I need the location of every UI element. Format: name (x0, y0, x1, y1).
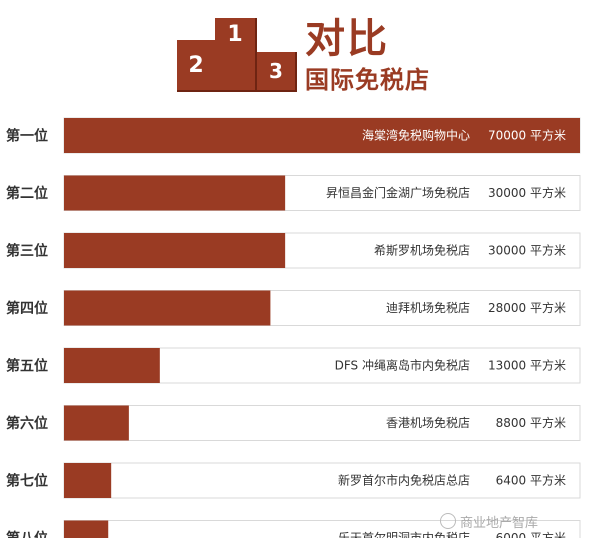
rank-label: 第八位 (6, 530, 48, 538)
bar (64, 405, 129, 441)
rank-label: 第五位 (6, 358, 48, 375)
value-label: 70000 平方米 (488, 128, 566, 143)
bar (64, 348, 160, 383)
rank-label: 第七位 (6, 473, 48, 490)
bar-row: 第三位 30000 平方米 希斯罗机场免税店 (6, 232, 581, 269)
bar (64, 463, 112, 498)
store-name-label: 希斯罗机场免税店 (374, 243, 470, 258)
bar-row: 第六位 8800 平方米 香港机场免税店 (6, 405, 581, 441)
podium-block-1: 1 (215, 18, 257, 92)
bar (64, 520, 109, 538)
bar (64, 290, 271, 326)
store-name-label: 海棠湾免税购物中心 (362, 128, 470, 143)
wechat-icon (440, 513, 456, 529)
rank-label: 第一位 (6, 128, 48, 145)
value-label: 8800 平方米 (496, 415, 566, 430)
store-name-label: DFS 冲绳离岛市内免税店 (335, 358, 470, 373)
value-label: 28000 平方米 (488, 300, 566, 315)
rank-label: 第四位 (6, 300, 48, 317)
rank-label: 第三位 (6, 243, 48, 260)
bar-row: 第二位 30000 平方米 昇恒昌金门金湖广场免税店 (6, 175, 581, 211)
bar-track (63, 462, 581, 499)
bar (64, 175, 286, 211)
store-name-label: 迪拜机场免税店 (386, 300, 470, 315)
store-name-label: 新罗首尔市内免税店总店 (338, 473, 470, 488)
value-label: 30000 平方米 (488, 185, 566, 200)
bar (64, 118, 580, 153)
chart-header: 2 1 3 对比 国际免税店 (0, 0, 589, 110)
bar-track (63, 405, 581, 441)
store-name-label: 昇恒昌金门金湖广场免税店 (326, 185, 470, 200)
value-label: 13000 平方米 (488, 358, 566, 373)
bar-row: 第一位 70000 平方米 海棠湾免税购物中心 (6, 117, 581, 154)
bar-row: 第四位 28000 平方米 迪拜机场免税店 (6, 290, 581, 326)
chart-subtitle: 国际免税店 (305, 66, 430, 94)
value-label: 6000 平方米 (496, 530, 566, 538)
watermark-text: 商业地产智库 (460, 516, 539, 531)
bar (64, 233, 286, 268)
store-name-label: 乐天首尔明洞市内免税店 (338, 530, 470, 538)
bar-row: 第七位 6400 平方米 新罗首尔市内免税店总店 (6, 462, 581, 499)
podium-block-3: 3 (257, 52, 297, 92)
bar-row: 第五位 13000 平方米 DFS 冲绳离岛市内免税店 (6, 347, 581, 384)
chart-title: 对比 (305, 16, 389, 62)
rank-label: 第六位 (6, 415, 48, 432)
value-label: 30000 平方米 (488, 243, 566, 258)
value-label: 6400 平方米 (496, 473, 566, 488)
store-name-label: 香港机场免税店 (386, 415, 470, 430)
watermark: 商业地产智库 (440, 512, 538, 531)
rank-label: 第二位 (6, 185, 48, 202)
podium-graphic: 2 1 3 (175, 18, 300, 96)
